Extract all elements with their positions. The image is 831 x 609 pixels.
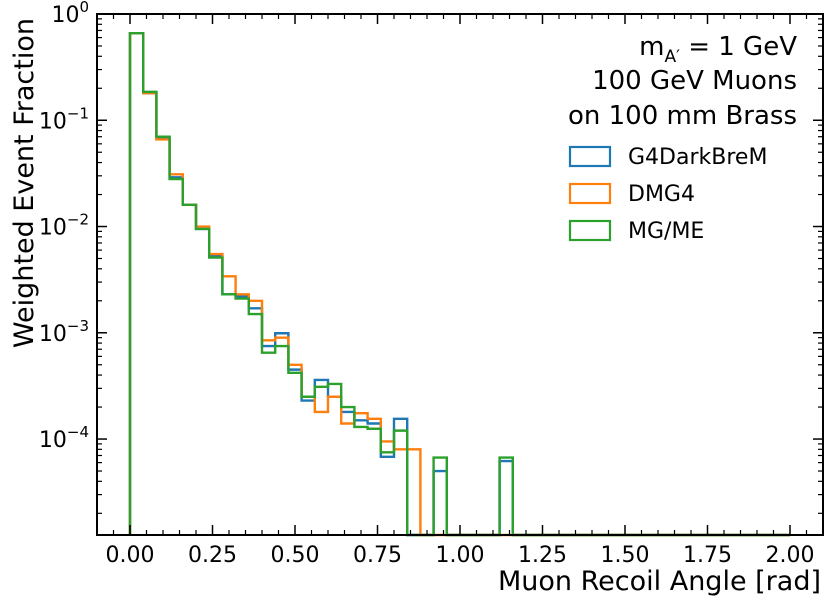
legend-swatch-dmg4	[568, 182, 612, 205]
x-tick-label: 0.50	[271, 543, 320, 568]
annotation-mass-prefix: m	[639, 32, 664, 62]
y-tick-label: 10−4	[39, 423, 89, 453]
x-tick-label: 1.75	[683, 543, 732, 568]
x-tick-label: 0.75	[353, 543, 402, 568]
annotation-mass-subscript: A′	[664, 47, 680, 67]
legend-label-dmg4: DMG4	[628, 182, 695, 207]
x-axis-title: Muon Recoil Angle [rad]	[498, 566, 821, 597]
plot-frame	[96, 13, 824, 536]
legend-swatch-mgme	[568, 219, 612, 242]
x-tick-label: 0.00	[106, 543, 155, 568]
x-tick-label: 1.50	[601, 543, 650, 568]
legend-label-mgme: MG/ME	[628, 219, 704, 244]
y-tick-label: 10−3	[39, 317, 89, 347]
x-tick-label: 1.00	[436, 543, 485, 568]
annotation-target: on 100 mm Brass	[568, 101, 797, 131]
x-tick-label: 2.00	[766, 543, 815, 568]
legend: G4DarkBreM DMG4 MG/ME	[568, 145, 767, 244]
legend-label-g4darkbrem: G4DarkBreM	[628, 145, 767, 170]
legend-swatch-g4darkbrem	[568, 145, 612, 168]
annotation-block: mA′ = 1 GeV 100 GeV Muons on 100 mm Bras…	[568, 32, 797, 131]
y-tick-label: 100	[51, 0, 89, 28]
y-tick-label: 10−1	[39, 104, 89, 134]
annotation-beam: 100 GeV Muons	[592, 66, 797, 96]
x-tick-label: 1.25	[518, 543, 567, 568]
x-tick-label: 0.25	[188, 543, 237, 568]
y-axis-title: Weighted Event Fraction	[9, 18, 40, 348]
y-tick-label: 10−2	[39, 211, 89, 241]
ticks-layer: 0.00 0.25 0.50 0.75 1.00 1.25 1.50 1.75 2.00 100 1…	[39, 0, 823, 568]
annotation-mass-suffix: = 1 GeV	[680, 32, 797, 62]
annotation-mass: mA′ = 1 GeV	[639, 32, 797, 67]
